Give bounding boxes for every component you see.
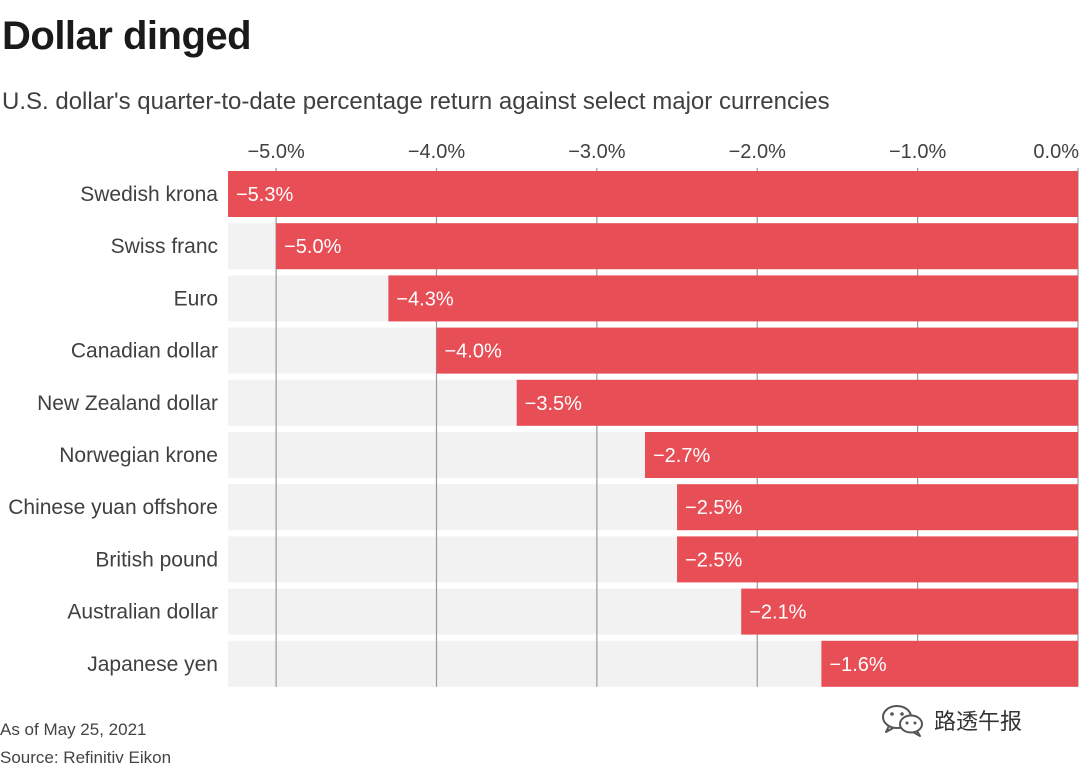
- source-note: Source: Refinitiv Eikon: [0, 748, 172, 767]
- data-label: −5.3%: [236, 184, 293, 206]
- data-label: −2.5%: [685, 549, 742, 571]
- category-label: Swedish krona: [80, 183, 218, 206]
- data-label: −3.5%: [525, 393, 582, 415]
- x-tick-label: −3.0%: [568, 141, 625, 163]
- x-tick-label: −2.0%: [729, 141, 786, 163]
- bar: [741, 588, 1078, 635]
- bar: [677, 484, 1078, 531]
- bar: [821, 640, 1078, 687]
- watermark-label: 路透午报: [934, 710, 1023, 735]
- data-label: −2.5%: [685, 497, 742, 519]
- chart-title: Dollar dinged: [2, 14, 252, 58]
- data-labels: −5.3% −5.0% −4.3% −4.0% −3.5% −2.7% −2.5% −2.5%…: [236, 184, 887, 676]
- category-label: Japanese yen: [87, 653, 218, 676]
- category-label: Chinese yuan offshore: [8, 496, 218, 519]
- data-label: −4.3%: [396, 288, 453, 310]
- data-label: −5.0%: [284, 236, 341, 258]
- data-label: −4.0%: [444, 341, 501, 363]
- bar: [516, 379, 1078, 426]
- data-label: −1.6%: [829, 654, 886, 676]
- bar: [677, 536, 1078, 583]
- bar: [436, 327, 1078, 374]
- bars: [228, 171, 1079, 687]
- category-label: Norwegian krone: [59, 444, 218, 467]
- x-tick-label: −1.0%: [889, 141, 946, 163]
- x-tick-label: 0.0%: [1033, 141, 1079, 163]
- bar: [276, 223, 1078, 270]
- bar: [388, 275, 1079, 322]
- bar: [228, 171, 1078, 217]
- chart-subtitle: U.S. dollar's quarter-to-date percentage…: [2, 88, 830, 115]
- watermark: 路透午报: [880, 702, 1022, 738]
- category-label: Swiss franc: [111, 235, 218, 258]
- as-of-date: As of May 25, 2021: [0, 720, 147, 739]
- wechat-icon: [882, 705, 923, 737]
- bar-chart: −5.0% −4.0% −3.0% −2.0% −1.0% 0.0% Swedish kr…: [8, 141, 1079, 687]
- x-tick-label: −4.0%: [408, 141, 465, 163]
- category-label: New Zealand dollar: [37, 392, 218, 415]
- bar: [644, 432, 1078, 478]
- x-axis-ticks: −5.0% −4.0% −3.0% −2.0% −1.0% 0.0%: [247, 141, 1079, 163]
- data-label: −2.1%: [749, 602, 806, 624]
- x-tick-label: −5.0%: [247, 141, 304, 163]
- category-label: Euro: [174, 287, 218, 310]
- category-label: Canadian dollar: [71, 340, 218, 363]
- category-labels: Swedish krona Swiss franc Euro Canadian dol…: [8, 183, 218, 676]
- category-label: British pound: [95, 548, 218, 571]
- data-label: −2.7%: [653, 445, 710, 467]
- category-label: Australian dollar: [67, 601, 218, 624]
